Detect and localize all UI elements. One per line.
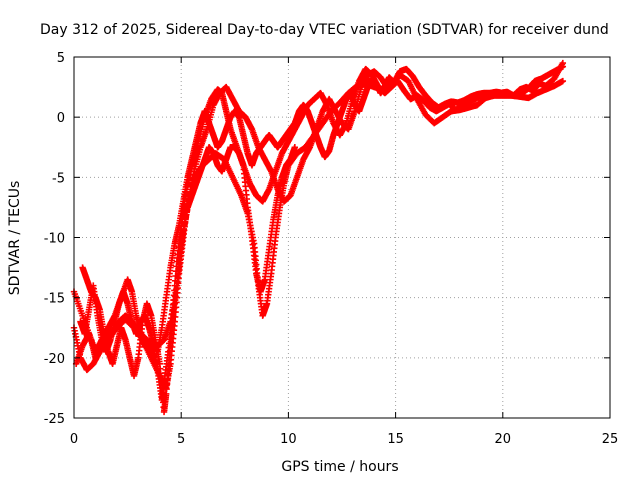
x-tick-label: 10 [280, 432, 297, 447]
y-tick-label: -20 [44, 352, 65, 367]
x-tick-labels: 0 5 10 15 20 25 [70, 432, 618, 447]
y-tick-label: 0 [57, 111, 65, 126]
data-point [559, 77, 567, 85]
series-track-5 [79, 144, 299, 416]
x-tick-label: 0 [70, 432, 78, 447]
x-axis-label: GPS time / hours [281, 459, 398, 475]
data-point [390, 79, 397, 86]
y-tick-labels: 5 0 -5 -10 -15 -20 -25 [44, 51, 65, 427]
x-tick-label: 5 [177, 432, 185, 447]
data-series [70, 59, 567, 416]
x-tick-label: 15 [387, 432, 404, 447]
y-tick-label: -25 [44, 412, 65, 427]
series-track-2 [70, 63, 567, 374]
data-point [559, 59, 567, 67]
x-tick-label: 20 [495, 432, 512, 447]
y-tick-label: -10 [44, 232, 65, 247]
data-point [291, 144, 299, 151]
y-tick-label: -15 [44, 292, 65, 307]
x-tick-label: 25 [602, 432, 619, 447]
chart-title: Day 312 of 2025, Sidereal Day-to-day VTE… [40, 22, 609, 38]
y-tick-label: 5 [57, 51, 65, 66]
y-tick-label: -5 [52, 171, 65, 186]
y-axis-label: SDTVAR / TECUs [7, 181, 23, 296]
axis-ticks [73, 56, 611, 419]
